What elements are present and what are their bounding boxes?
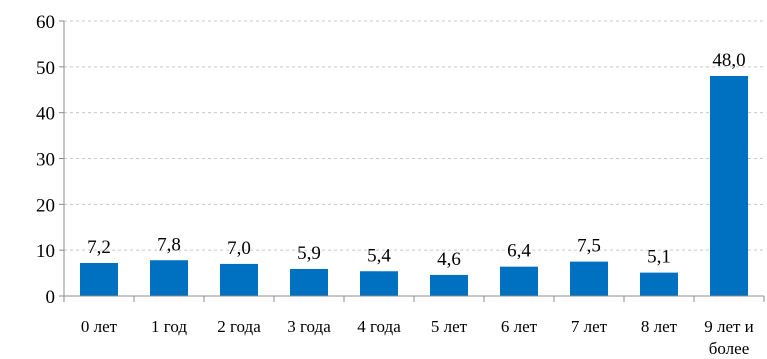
data-label-8: 5,1 [647,247,671,268]
y-axis-ticks: 0 10 20 30 40 50 60 [36,12,55,308]
x-tick-label-line: 6 лет [501,317,538,336]
y-tick-label: 10 [36,241,55,262]
x-tick-label-2: 2 года [217,317,261,336]
x-tick-label-9: 9 лет и более [704,317,754,358]
gridlines [64,20,764,251]
x-tick-label-line: 1 год [151,317,187,336]
data-label-5: 4,6 [437,249,461,270]
data-label-6: 6,4 [507,241,531,262]
data-label-4: 5,4 [367,245,391,266]
bar-9 [710,76,748,296]
x-tick-label-line: 5 лет [431,317,468,336]
data-label-2: 7,0 [227,238,251,259]
y-tick-label: 40 [36,104,55,125]
y-tick-label: 60 [36,12,55,33]
x-tick-label-line: более [709,339,750,358]
x-axis-ticks: 0 лет 1 год 2 года 3 года 4 года 5 лет 6 лет 7 … [81,317,754,358]
x-tick-label-line: 2 года [217,317,261,336]
data-label-3: 5,9 [297,243,321,264]
bar-3 [290,268,328,296]
data-label-1: 7,8 [157,234,181,255]
bar-5 [430,274,468,296]
bar-2 [220,263,258,296]
x-tick-label-7: 7 лет [571,317,608,336]
bar-7 [570,261,608,296]
x-tick-label-line: 4 года [357,317,401,336]
x-tick-label-0: 0 лет [81,317,118,336]
data-label-7: 7,5 [577,236,601,257]
data-label-9: 48,0 [712,50,745,71]
x-tick-label-line: 7 лет [571,317,608,336]
x-tick-label-6: 6 лет [501,317,538,336]
x-tick-label-line: 0 лет [81,317,118,336]
bar-6 [500,266,538,296]
x-tick-label-5: 5 лет [431,317,468,336]
y-tick-label: 0 [46,287,56,308]
x-tick-label-line: 3 года [287,317,331,336]
axes [59,20,765,302]
y-tick-label: 50 [36,58,55,79]
y-tick-label: 20 [36,195,55,216]
x-tick-label-1: 1 год [151,317,187,336]
bar-1 [150,260,188,296]
x-tick-label-line: 9 лет и [704,317,754,336]
y-tick-label: 30 [36,150,55,171]
bar-0 [80,263,118,296]
bar-8 [640,272,678,296]
x-tick-label-3: 3 года [287,317,331,336]
data-label-0: 7,2 [87,237,111,258]
x-tick-label-4: 4 года [357,317,401,336]
bar-4 [360,271,398,296]
bars [80,76,748,296]
data-labels: 7,2 7,8 7,0 5,9 5,4 4,6 6,4 7,5 5,1 48,0 [87,50,746,270]
x-tick-label-8: 8 лет [641,317,678,336]
x-tick-label-line: 8 лет [641,317,678,336]
